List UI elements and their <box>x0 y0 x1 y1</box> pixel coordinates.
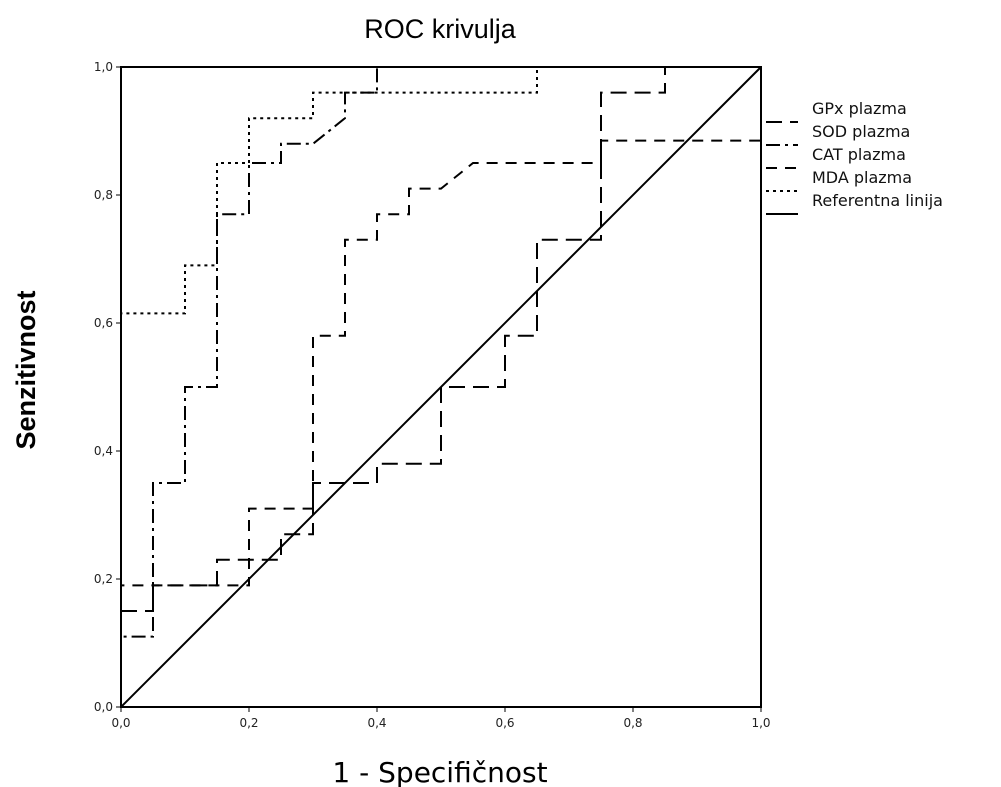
y-axis-label: Senzitivnost <box>11 290 41 449</box>
legend-label: CAT plazma <box>812 145 906 164</box>
legend-label: GPx plazma <box>812 99 907 118</box>
chart-title: ROC krivulja <box>364 14 517 44</box>
y-tick-label: 0,6 <box>94 316 113 330</box>
legend-label: SOD plazma <box>812 122 910 141</box>
plot-frame <box>120 66 762 708</box>
x-axis-label: 1 - Specifičnost <box>332 756 547 787</box>
y-tick-label: 0,8 <box>94 188 113 202</box>
series-line-3 <box>120 66 761 707</box>
y-tick-label: 0,0 <box>94 700 113 714</box>
x-tick-label: 0,6 <box>495 716 514 730</box>
y-tick-label: 0,2 <box>94 572 113 586</box>
legend-label: Referentna linija <box>812 191 943 210</box>
y-tick-label: 0,4 <box>94 444 113 458</box>
x-tick-label: 0,0 <box>111 716 130 730</box>
legend-label: MDA plazma <box>812 168 912 187</box>
x-tick-label: 0,2 <box>239 716 258 730</box>
series-line-2 <box>120 139 761 707</box>
series-line-4 <box>120 66 762 708</box>
y-tick-label: 1,0 <box>94 60 113 74</box>
x-tick-label: 0,4 <box>367 716 386 730</box>
x-tick-label: 0,8 <box>623 716 642 730</box>
legend: GPx plazma SOD plazma CAT plazma MDA plazma… <box>766 99 943 215</box>
series-layer <box>120 66 762 708</box>
tick-layer: 0,0 0,2 0,4 0,6 0,8 1,0 0,0 0,2 0,4 0,6 0,8 1,0 <box>94 60 771 730</box>
x-tick-label: 1,0 <box>751 716 770 730</box>
